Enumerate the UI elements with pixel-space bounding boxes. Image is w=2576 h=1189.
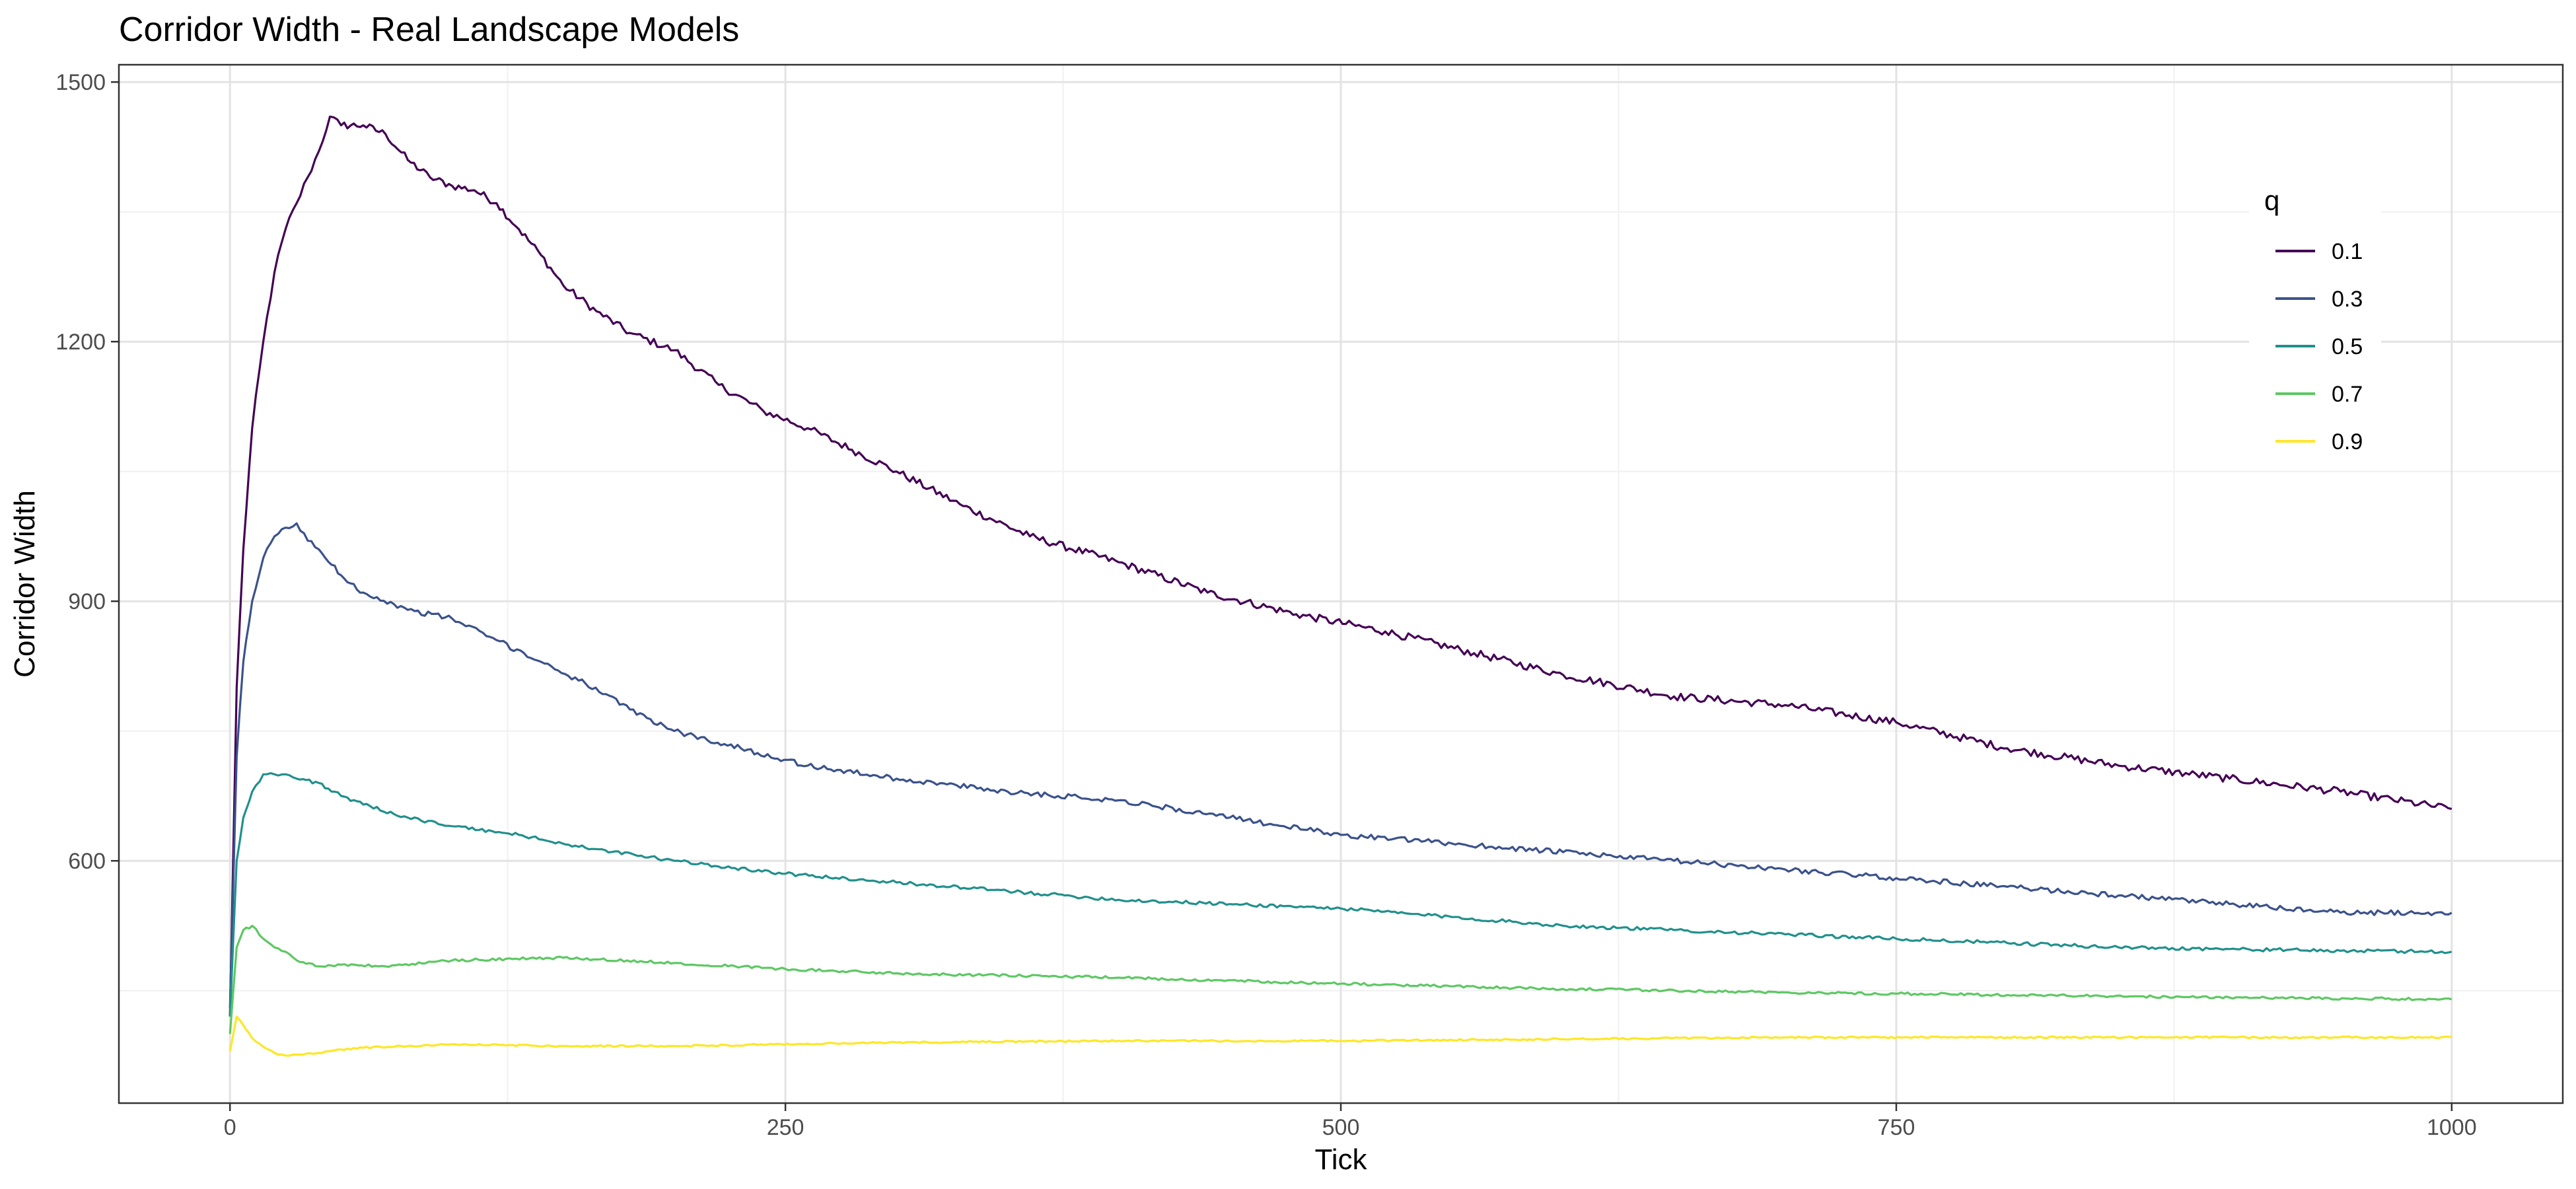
legend-items: 0.1 0.3 0.5 0.7 0.9 xyxy=(2275,239,2363,454)
legend-background xyxy=(2249,173,2381,470)
legend-label-0.5: 0.5 xyxy=(2332,334,2363,359)
series-line-q-0.9 xyxy=(229,1015,2452,1057)
series-line-q-0.7 xyxy=(229,924,2452,1034)
y-tick-label: 900 xyxy=(68,589,106,614)
x-axis: 0 250 500 750 1000 xyxy=(224,1103,2477,1140)
legend-title: q xyxy=(2264,185,2279,216)
series-line-q-0.5 xyxy=(229,772,2452,1017)
legend-label-0.1: 0.1 xyxy=(2332,239,2363,264)
legend-label-0.9: 0.9 xyxy=(2332,429,2363,454)
x-tick-label: 1000 xyxy=(2427,1115,2477,1140)
chart-title: Corridor Width - Real Landscape Models xyxy=(119,11,739,49)
series-lines xyxy=(229,116,2452,1057)
grid-major xyxy=(119,65,2563,1103)
y-axis: 600 900 1200 1500 xyxy=(55,70,119,874)
series-line-q-0.1 xyxy=(229,116,2452,1017)
y-tick-label: 1500 xyxy=(55,70,106,95)
x-tick-label: 250 xyxy=(767,1115,805,1140)
x-tick-label: 500 xyxy=(1322,1115,1360,1140)
y-axis-title: Corridor Width xyxy=(9,490,41,678)
legend-label-0.7: 0.7 xyxy=(2332,382,2363,407)
x-tick-label: 750 xyxy=(1878,1115,1915,1140)
y-tick-label: 1200 xyxy=(55,330,106,355)
x-axis-title: Tick xyxy=(1314,1143,1367,1176)
series-line-q-0.3 xyxy=(229,522,2452,1008)
y-tick-label: 600 xyxy=(68,849,106,874)
x-tick-label: 0 xyxy=(224,1115,236,1140)
legend: q 0.1 0.3 0.5 0.7 0.9 xyxy=(2249,173,2381,470)
legend-label-0.3: 0.3 xyxy=(2332,287,2363,312)
